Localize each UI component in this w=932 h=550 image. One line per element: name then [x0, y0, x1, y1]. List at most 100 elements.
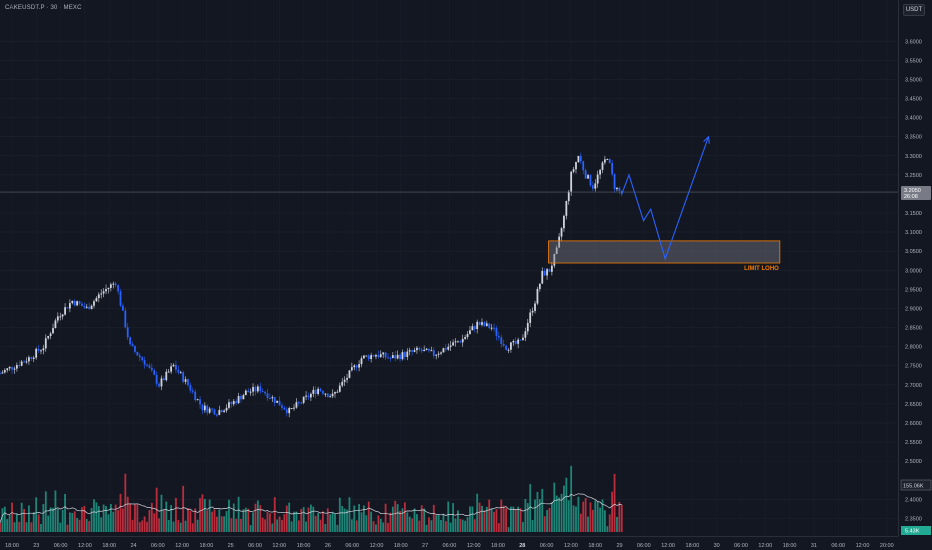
- volume-bar: [276, 519, 279, 532]
- volume-bar: [324, 524, 327, 532]
- volume-bar: [507, 527, 510, 532]
- candle-body: [18, 365, 21, 367]
- candle-body: [305, 395, 307, 397]
- price-tick-label: 3.0500: [905, 249, 922, 255]
- volume-bar: [78, 519, 81, 532]
- time-axis[interactable]: 18:00 23 06:00 12:00 18:00 24 06:00 12:00 18:00 2…: [0, 536, 898, 550]
- candle-body: [290, 408, 293, 410]
- volume-bar: [550, 502, 553, 532]
- candle-body: [237, 395, 240, 404]
- candle-body: [20, 361, 23, 366]
- volume-bar: [199, 498, 201, 532]
- volume-bar: [134, 504, 136, 532]
- volume-bar: [596, 501, 599, 532]
- volume-bar: [203, 498, 206, 532]
- price-tick-label: 2.3500: [905, 516, 922, 522]
- volume-bar: [500, 499, 503, 532]
- volume-bar: [305, 521, 307, 532]
- candle-body: [54, 320, 57, 329]
- price-tick-label: 2.6000: [905, 421, 922, 427]
- time-tick-label: 06:00: [540, 543, 554, 549]
- volume-bar: [150, 502, 153, 532]
- projection-arrow[interactable]: [621, 135, 710, 261]
- candle-body: [413, 350, 416, 352]
- candle-body: [435, 354, 438, 356]
- candle-body: [541, 270, 544, 284]
- candle-body: [201, 404, 204, 411]
- volume-bar: [165, 501, 168, 532]
- candle-body: [283, 407, 286, 410]
- candle-body: [423, 349, 426, 352]
- limit-zone[interactable]: LIMIT LOHO: [548, 240, 781, 272]
- volume-bar: [587, 516, 589, 532]
- candle-body: [112, 283, 115, 285]
- candle-body: [218, 410, 221, 415]
- candle-body: [444, 348, 447, 350]
- volume-bar: [235, 518, 238, 532]
- volume-bar: [23, 508, 25, 532]
- candle-body: [563, 215, 565, 229]
- candle-body: [6, 368, 9, 371]
- volume-bar: [394, 500, 397, 532]
- volume-bar: [613, 473, 616, 532]
- volume-bar: [334, 513, 336, 532]
- candle-body: [367, 355, 370, 360]
- volume-bar: [338, 497, 341, 532]
- candle-body: [177, 369, 180, 373]
- volume-bar: [25, 522, 28, 532]
- candle-body: [223, 410, 226, 413]
- volume-bar: [61, 509, 64, 532]
- time-tick-label: 18:00: [297, 543, 311, 549]
- time-tick-label: 06:00: [443, 543, 457, 549]
- volume-bar: [478, 502, 481, 532]
- candle-body: [353, 365, 356, 368]
- candle-body: [394, 355, 397, 359]
- volume-bar: [290, 521, 293, 532]
- volume-bar: [514, 509, 517, 532]
- price-axis[interactable]: 3.6000 3.5500 3.5000 3.4500 3.4000 3.3500 3.30…: [898, 0, 932, 536]
- volume-bar: [618, 501, 621, 532]
- time-tick-label: 29: [616, 543, 622, 549]
- volume-bar: [555, 495, 558, 532]
- price-chart[interactable]: LIMIT LOHO: [0, 0, 898, 536]
- volume-bar: [102, 504, 105, 532]
- currency-button[interactable]: USDT: [903, 4, 925, 16]
- candle-body: [613, 174, 616, 190]
- volume-bar: [15, 514, 18, 532]
- volume-bar: [114, 504, 117, 532]
- volume-bar: [488, 499, 491, 532]
- candle-body: [519, 339, 522, 341]
- candle-body: [211, 408, 213, 410]
- time-tick-label: 23: [33, 543, 39, 549]
- volume-bar: [35, 497, 38, 532]
- volume-bar: [358, 504, 360, 532]
- candle-body: [372, 355, 375, 357]
- candle-body: [240, 395, 242, 400]
- volume-bar: [526, 503, 529, 532]
- volume-bar: [170, 505, 173, 532]
- volume-bar: [572, 505, 575, 532]
- candle-body: [189, 385, 192, 391]
- candle-body: [81, 303, 83, 307]
- candle-body: [83, 306, 86, 308]
- volume-bar: [322, 511, 324, 532]
- volume-bar: [20, 502, 23, 532]
- candle-body: [447, 346, 450, 350]
- candle-body: [47, 336, 50, 339]
- volume-bar: [228, 499, 230, 532]
- time-tick-label: 12:00: [467, 543, 481, 549]
- price-tick-label: 3.5500: [905, 58, 922, 64]
- candle-body: [114, 283, 117, 286]
- volume-bar: [182, 485, 185, 532]
- volume-bar: [546, 510, 548, 532]
- symbol-label[interactable]: CAKEUSDT.P · 30 · MEXC: [5, 5, 82, 11]
- candle-body: [15, 365, 18, 369]
- candle-body: [129, 337, 132, 345]
- candle-body: [536, 288, 539, 304]
- volume-bar: [377, 515, 380, 532]
- candle-body: [322, 390, 324, 394]
- volume-bar: [466, 517, 469, 532]
- candle-body: [136, 351, 139, 356]
- grid: [0, 40, 898, 519]
- candle-body: [64, 307, 66, 315]
